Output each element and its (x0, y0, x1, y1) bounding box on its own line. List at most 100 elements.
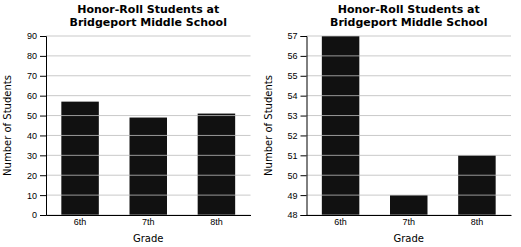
tick: 0 (32, 210, 46, 220)
tick-label: 20 (27, 171, 37, 181)
tick: 6th (334, 217, 347, 227)
bar (458, 155, 495, 215)
plot: 0 10 20 30 40 50 60 70 80 90 6th 7th 8th (27, 31, 251, 227)
tick-mark (301, 96, 307, 97)
tick-mark (301, 215, 307, 216)
tick: 49 (287, 190, 306, 200)
tick-label: 48 (287, 210, 297, 220)
tick: 50 (27, 111, 46, 121)
tick: 53 (287, 111, 306, 121)
tick: 6th (74, 217, 87, 227)
tick: 7th (142, 217, 155, 227)
bar (130, 118, 167, 215)
grid-line (307, 175, 512, 176)
tick-label: 52 (287, 131, 297, 141)
tick-mark (40, 135, 46, 136)
bar (390, 195, 427, 215)
tick-label: 30 (27, 151, 37, 161)
tick: 90 (27, 31, 46, 41)
axis-line (40, 37, 47, 216)
grid-line (46, 155, 251, 156)
tick-mark (40, 96, 46, 97)
tick: 57 (287, 31, 306, 41)
tick-label: 70 (27, 71, 37, 81)
tick-label: 7th (142, 217, 155, 227)
tick-label: 80 (27, 51, 37, 61)
tick-label: 55 (287, 71, 297, 81)
grid-line (46, 195, 251, 196)
x-axis-title: Grade (394, 233, 425, 244)
tick-label: 8th (471, 217, 484, 227)
panel: Honor-Roll Students atBridgeport Middle … (263, 3, 512, 244)
tick-label: 8th (210, 217, 223, 227)
tick-label: 50 (27, 111, 37, 121)
tick: 40 (27, 131, 46, 141)
tick-mark (40, 56, 46, 57)
grid-line (46, 175, 251, 176)
tick: 20 (27, 171, 46, 181)
tick-label: 56 (287, 51, 297, 61)
y-axis-title: Number of Students (263, 75, 274, 176)
tick-label: 7th (402, 217, 415, 227)
tick-mark (301, 36, 307, 37)
tick-label: 6th (334, 217, 347, 227)
tick: 48 (287, 210, 306, 220)
grid-line (307, 75, 512, 76)
title: Honor-Roll Students atBridgeport Middle … (330, 3, 487, 29)
grid-line (307, 195, 512, 196)
tick-mark (301, 195, 307, 196)
grid-line (46, 95, 251, 96)
tick-label: 60 (27, 91, 37, 101)
tick: 8th (210, 217, 223, 227)
tick: 50 (287, 171, 306, 181)
tick-mark (40, 116, 46, 117)
tick-mark (40, 175, 46, 176)
x-axis-title: Grade (133, 233, 164, 244)
grid-line (307, 36, 512, 37)
y-axis-title: Number of Students (2, 75, 13, 176)
tick: 7th (402, 217, 415, 227)
grid-line (46, 115, 251, 116)
tick: 52 (287, 131, 306, 141)
grid-line (307, 115, 512, 116)
x-axis: 6th 7th 8th (47, 216, 252, 228)
grid-line (307, 215, 512, 216)
tick: 70 (27, 71, 46, 81)
tick-label: 6th (74, 217, 87, 227)
tick-mark (301, 76, 307, 77)
tick-label: 50 (287, 171, 297, 181)
tick-label: 54 (287, 91, 297, 101)
grid-line (307, 55, 512, 56)
grid-line (46, 36, 251, 37)
tick-label: 53 (287, 111, 297, 121)
tick-label: 90 (27, 31, 37, 41)
tick-mark (40, 155, 46, 156)
title: Honor-Roll Students atBridgeport Middle … (70, 3, 227, 29)
tick-mark (301, 135, 307, 136)
panel: Honor-Roll Students atBridgeport Middle … (2, 3, 251, 244)
tick-mark (301, 116, 307, 117)
y-axis: 0 10 20 30 40 50 60 70 80 90 (27, 31, 47, 220)
tick-mark (40, 215, 46, 216)
grid-line (46, 135, 251, 136)
bars (61, 102, 235, 215)
tick: 60 (27, 91, 46, 101)
tick-mark (301, 155, 307, 156)
tick-label: 57 (287, 31, 297, 41)
chart-root: Honor-Roll Students atBridgeport Middle … (0, 0, 521, 247)
tick: 30 (27, 151, 46, 161)
tick: 10 (27, 190, 46, 200)
tick-mark (40, 195, 46, 196)
grid-line (307, 155, 512, 156)
tick: 56 (287, 51, 306, 61)
grid-line (307, 95, 512, 96)
tick-label: 10 (27, 190, 37, 200)
grid-line (46, 75, 251, 76)
tick-label: 0 (32, 210, 37, 220)
grid-line (46, 215, 251, 216)
axis-line (47, 215, 252, 216)
tick: 80 (27, 51, 46, 61)
plot: 48 49 50 51 52 53 54 55 56 57 6th 7th 8th (287, 31, 511, 227)
tick-label: 51 (287, 151, 297, 161)
tick-label: 49 (287, 190, 297, 200)
